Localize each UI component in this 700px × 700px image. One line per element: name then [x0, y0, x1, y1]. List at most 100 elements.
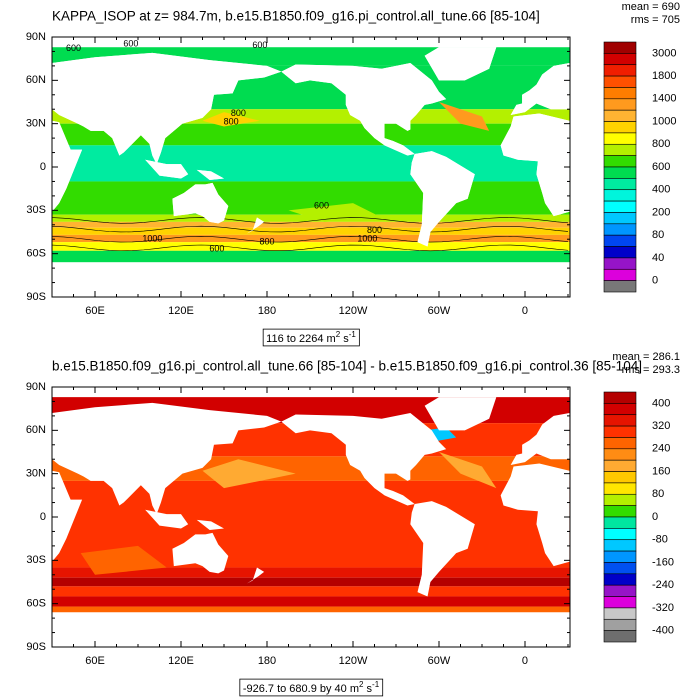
colorbar-box: [603, 166, 637, 179]
colorbar-box: [603, 109, 637, 122]
colorbar-box: [603, 212, 637, 225]
contour-label: 800: [259, 236, 274, 246]
lat-label: 30S: [26, 204, 46, 216]
panel-title: b.e15.B1850.f09_g16.pi_control.all_tune.…: [52, 359, 642, 374]
land: [52, 470, 83, 562]
contour-line: [52, 236, 569, 243]
field-band: [52, 250, 570, 263]
colorbar-label: 80: [652, 488, 664, 500]
field-band: [52, 145, 570, 182]
colorbar-box: [603, 493, 637, 506]
colorbar-box: [603, 414, 637, 427]
contour-label: 800: [231, 108, 246, 118]
lat-label: 90N: [26, 381, 46, 393]
panel-title: KAPPA_ISOP at z= 984.7m, b.e15.B1850.f09…: [52, 9, 540, 24]
land: [52, 612, 570, 647]
colorbar-label: 1000: [652, 115, 676, 127]
land: [196, 169, 224, 180]
colorbar-label: 1800: [652, 70, 676, 82]
colorbar-box: [603, 75, 637, 88]
land: [52, 37, 570, 48]
colorbar-box: [603, 223, 637, 236]
land: [500, 113, 570, 217]
lat-label: 90N: [26, 31, 46, 43]
field-patch: [288, 203, 382, 222]
unit-exponent: 2: [359, 680, 364, 689]
colorbar-box: [603, 234, 637, 247]
range-text: 116 to 2264 m: [266, 333, 336, 345]
contour-label: 800: [367, 225, 382, 235]
field-patch: [80, 545, 167, 575]
lat-label: 0: [40, 511, 46, 523]
range-text: s: [340, 333, 349, 345]
colorbar-box: [603, 539, 637, 552]
range-text: s: [363, 683, 372, 695]
lat-label: 30S: [26, 554, 46, 566]
panel-stat: rms = 705: [631, 14, 680, 26]
colorbar-label: 400: [652, 397, 670, 409]
contour-line: [52, 217, 569, 224]
field-band: [52, 221, 570, 228]
land: [510, 413, 570, 465]
lat-label: 30N: [26, 118, 46, 130]
colorbar-label: -80: [652, 534, 668, 546]
colorbar-label: 160: [652, 465, 670, 477]
land: [172, 532, 229, 574]
colorbar-label: 320: [652, 420, 670, 432]
lon-label: 0: [522, 655, 528, 667]
lat-label: 60N: [26, 74, 46, 86]
unit-exponent: 2: [336, 330, 341, 339]
colorbar-box: [603, 459, 637, 472]
land: [500, 463, 570, 567]
colorbar-box: [603, 596, 637, 609]
panel-stat: mean = 690: [622, 1, 680, 13]
contour-label: 1000: [142, 234, 162, 244]
field-band: [52, 577, 570, 587]
contour-label: 600: [66, 43, 81, 53]
field-band: [52, 227, 570, 235]
colorbar-box: [603, 448, 637, 461]
colorbar-box: [603, 155, 637, 168]
lat-label: 60S: [26, 248, 46, 260]
colorbar-box: [603, 280, 637, 293]
lon-label: 120W: [339, 305, 368, 317]
colorbar-label: 600: [652, 161, 670, 173]
colorbar-box: [603, 516, 637, 529]
colorbar-box: [603, 550, 637, 563]
land: [172, 182, 229, 224]
lon-label: 120E: [168, 655, 194, 667]
land: [424, 47, 497, 81]
map-field: [52, 387, 570, 647]
range-box: [239, 678, 384, 697]
land: [145, 509, 189, 529]
colorbar-label: -160: [652, 556, 674, 568]
lat-label: 30N: [26, 468, 46, 480]
land: [510, 63, 570, 115]
colorbar-box: [603, 41, 637, 54]
field-band: [52, 596, 570, 607]
colorbar-box: [603, 132, 637, 145]
lat-label: 90S: [26, 291, 46, 303]
colorbar-box: [603, 98, 637, 111]
colorbar-label: 0: [652, 511, 658, 523]
colorbar-box: [603, 403, 637, 416]
land: [52, 52, 282, 165]
lon-label: 180: [258, 305, 276, 317]
lat-label: 90S: [26, 641, 46, 653]
land: [52, 120, 83, 212]
land: [410, 151, 475, 247]
colorbar-label: -400: [652, 625, 674, 637]
lon-label: 180: [258, 655, 276, 667]
contour-label: 600: [209, 244, 224, 254]
colorbar-box: [603, 178, 637, 191]
colorbar-box: [603, 630, 637, 643]
field-band: [52, 567, 570, 578]
unit-exponent: -1: [372, 680, 380, 689]
land: [196, 519, 224, 530]
field-band: [52, 606, 570, 613]
colorbar-label: -240: [652, 579, 674, 591]
colorbar-box: [603, 391, 637, 404]
